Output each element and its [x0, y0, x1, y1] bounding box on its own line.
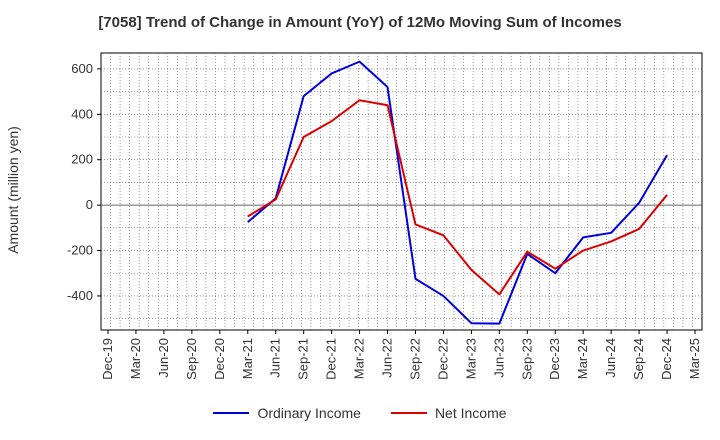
series-layer	[247, 60, 668, 325]
x-tick-label: Dec-23	[547, 338, 562, 380]
x-tick-label: Dec-20	[212, 338, 227, 380]
y-tick-label: 400	[71, 106, 93, 121]
plot-frame	[100, 52, 703, 331]
legend-item-ordinary-income: Ordinary Income	[213, 405, 361, 421]
chart-title: [7058] Trend of Change in Amount (YoY) o…	[98, 14, 622, 31]
x-tick-label: Dec-22	[435, 338, 450, 380]
axis-layer: 600 400 200 0 -200 -400 Dec-19 Mar-20 Jun-20 Sep-…	[67, 61, 702, 380]
legend-swatch-net-income	[390, 412, 427, 414]
x-tick-label: Dec-19	[100, 338, 115, 380]
legend-label-net-income: Net Income	[434, 405, 507, 421]
x-tick-label: Jun-24	[603, 338, 618, 378]
grid-layer	[100, 52, 703, 331]
x-tick-label: Jun-23	[491, 338, 506, 378]
legend-item-net-income: Net Income	[390, 405, 507, 421]
series-line-net-income	[247, 99, 668, 296]
x-tick-label: Mar-20	[128, 338, 143, 379]
x-tick-label: Sep-20	[184, 338, 199, 380]
x-tick-label: Sep-23	[519, 338, 534, 380]
y-axis-label: Amount (million yen)	[5, 126, 21, 254]
legend-label-ordinary-income: Ordinary Income	[257, 405, 361, 421]
y-tick-label: 600	[71, 61, 93, 76]
y-tick-label: -400	[67, 288, 93, 303]
x-tick-label: Dec-24	[659, 338, 674, 380]
x-tick-label: Jun-21	[268, 338, 283, 378]
series-line-ordinary-income	[247, 60, 668, 325]
legend-swatch-ordinary-income	[213, 412, 250, 414]
y-tick-label: 0	[86, 197, 93, 212]
x-tick-label: Mar-23	[463, 338, 478, 379]
x-tick-label: Jun-22	[380, 338, 395, 378]
y-tick-label: 200	[71, 152, 93, 167]
x-tick-label: Sep-22	[407, 338, 422, 380]
x-tick-label: Dec-21	[324, 338, 339, 380]
y-tick-label: -200	[67, 243, 93, 258]
x-tick-label: Mar-22	[352, 338, 367, 379]
legend: Ordinary Income Net Income	[0, 405, 720, 421]
x-tick-label: Mar-24	[575, 338, 590, 379]
x-tick-label: Mar-21	[240, 338, 255, 379]
x-tick-label: Jun-20	[156, 338, 171, 378]
x-tick-label: Sep-21	[296, 338, 311, 380]
x-tick-label: Sep-24	[631, 338, 646, 380]
x-tick-label: Mar-25	[687, 338, 702, 379]
